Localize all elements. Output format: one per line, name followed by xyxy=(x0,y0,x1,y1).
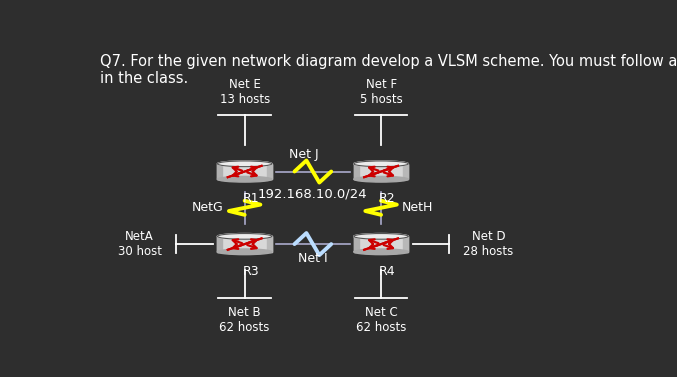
Text: NetG: NetG xyxy=(192,201,224,214)
Text: Net B
62 hosts: Net B 62 hosts xyxy=(219,306,270,334)
Bar xyxy=(267,164,272,179)
Ellipse shape xyxy=(354,249,408,254)
Bar xyxy=(354,236,408,252)
Text: R1: R1 xyxy=(242,192,259,205)
Bar xyxy=(217,236,222,252)
Ellipse shape xyxy=(217,176,272,182)
Bar xyxy=(403,236,408,252)
Text: R2: R2 xyxy=(379,192,395,205)
Text: NetA
30 host: NetA 30 host xyxy=(118,230,162,258)
Bar xyxy=(267,236,272,252)
Text: Net F
5 hosts: Net F 5 hosts xyxy=(359,78,402,106)
Ellipse shape xyxy=(354,233,408,239)
Bar xyxy=(217,236,272,252)
Ellipse shape xyxy=(354,176,408,182)
Bar xyxy=(354,164,408,179)
Text: Net C
62 hosts: Net C 62 hosts xyxy=(356,306,406,334)
Ellipse shape xyxy=(217,161,272,167)
Bar xyxy=(354,236,359,252)
Bar xyxy=(354,164,359,179)
Text: Net J: Net J xyxy=(289,148,319,161)
Ellipse shape xyxy=(217,249,272,254)
Ellipse shape xyxy=(354,161,408,167)
Text: Q7. For the given network diagram develop a VLSM scheme. You must follow all ste: Q7. For the given network diagram develo… xyxy=(100,54,677,86)
Bar xyxy=(217,164,222,179)
Text: 192.168.10.0/24: 192.168.10.0/24 xyxy=(258,187,368,200)
Text: Net I: Net I xyxy=(298,252,328,265)
Text: NetH: NetH xyxy=(402,201,433,214)
Ellipse shape xyxy=(217,233,272,239)
Text: R4: R4 xyxy=(379,265,395,278)
Text: Net E
13 hosts: Net E 13 hosts xyxy=(219,78,269,106)
Bar xyxy=(403,164,408,179)
Bar xyxy=(217,164,272,179)
Text: Net D
28 hosts: Net D 28 hosts xyxy=(464,230,514,258)
Text: R3: R3 xyxy=(242,265,259,278)
